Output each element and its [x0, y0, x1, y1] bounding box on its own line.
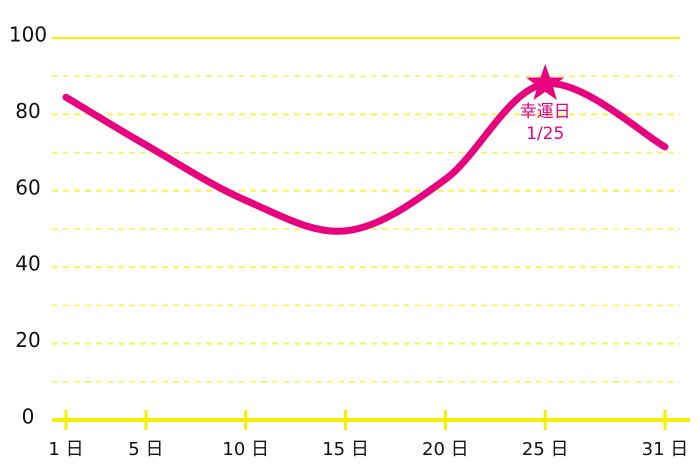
y-tick-label: 40 — [15, 252, 40, 276]
annotation: 1/25 — [526, 124, 564, 144]
y-tick-label: 100 — [9, 23, 47, 47]
line — [62, 80, 669, 235]
y-tick-label: 80 — [15, 99, 40, 123]
y-tick-label: 60 — [15, 175, 40, 199]
x-tick-label: 15 日 — [322, 439, 369, 460]
x-tick-label: 10 日 — [222, 439, 269, 460]
x-tick-label: 5 日 — [128, 439, 163, 460]
y-tick-label: 0 — [22, 405, 35, 429]
x-tick-label: 1 日 — [48, 439, 83, 460]
x-tick-label: 20 日 — [422, 439, 469, 460]
lucky-star — [526, 63, 565, 101]
x-tick-label: 25 日 — [522, 439, 569, 460]
x-tick-label: 31 日 — [642, 439, 689, 460]
y-tick-label: 20 — [15, 328, 40, 352]
annotation: 幸運日 — [520, 102, 571, 122]
